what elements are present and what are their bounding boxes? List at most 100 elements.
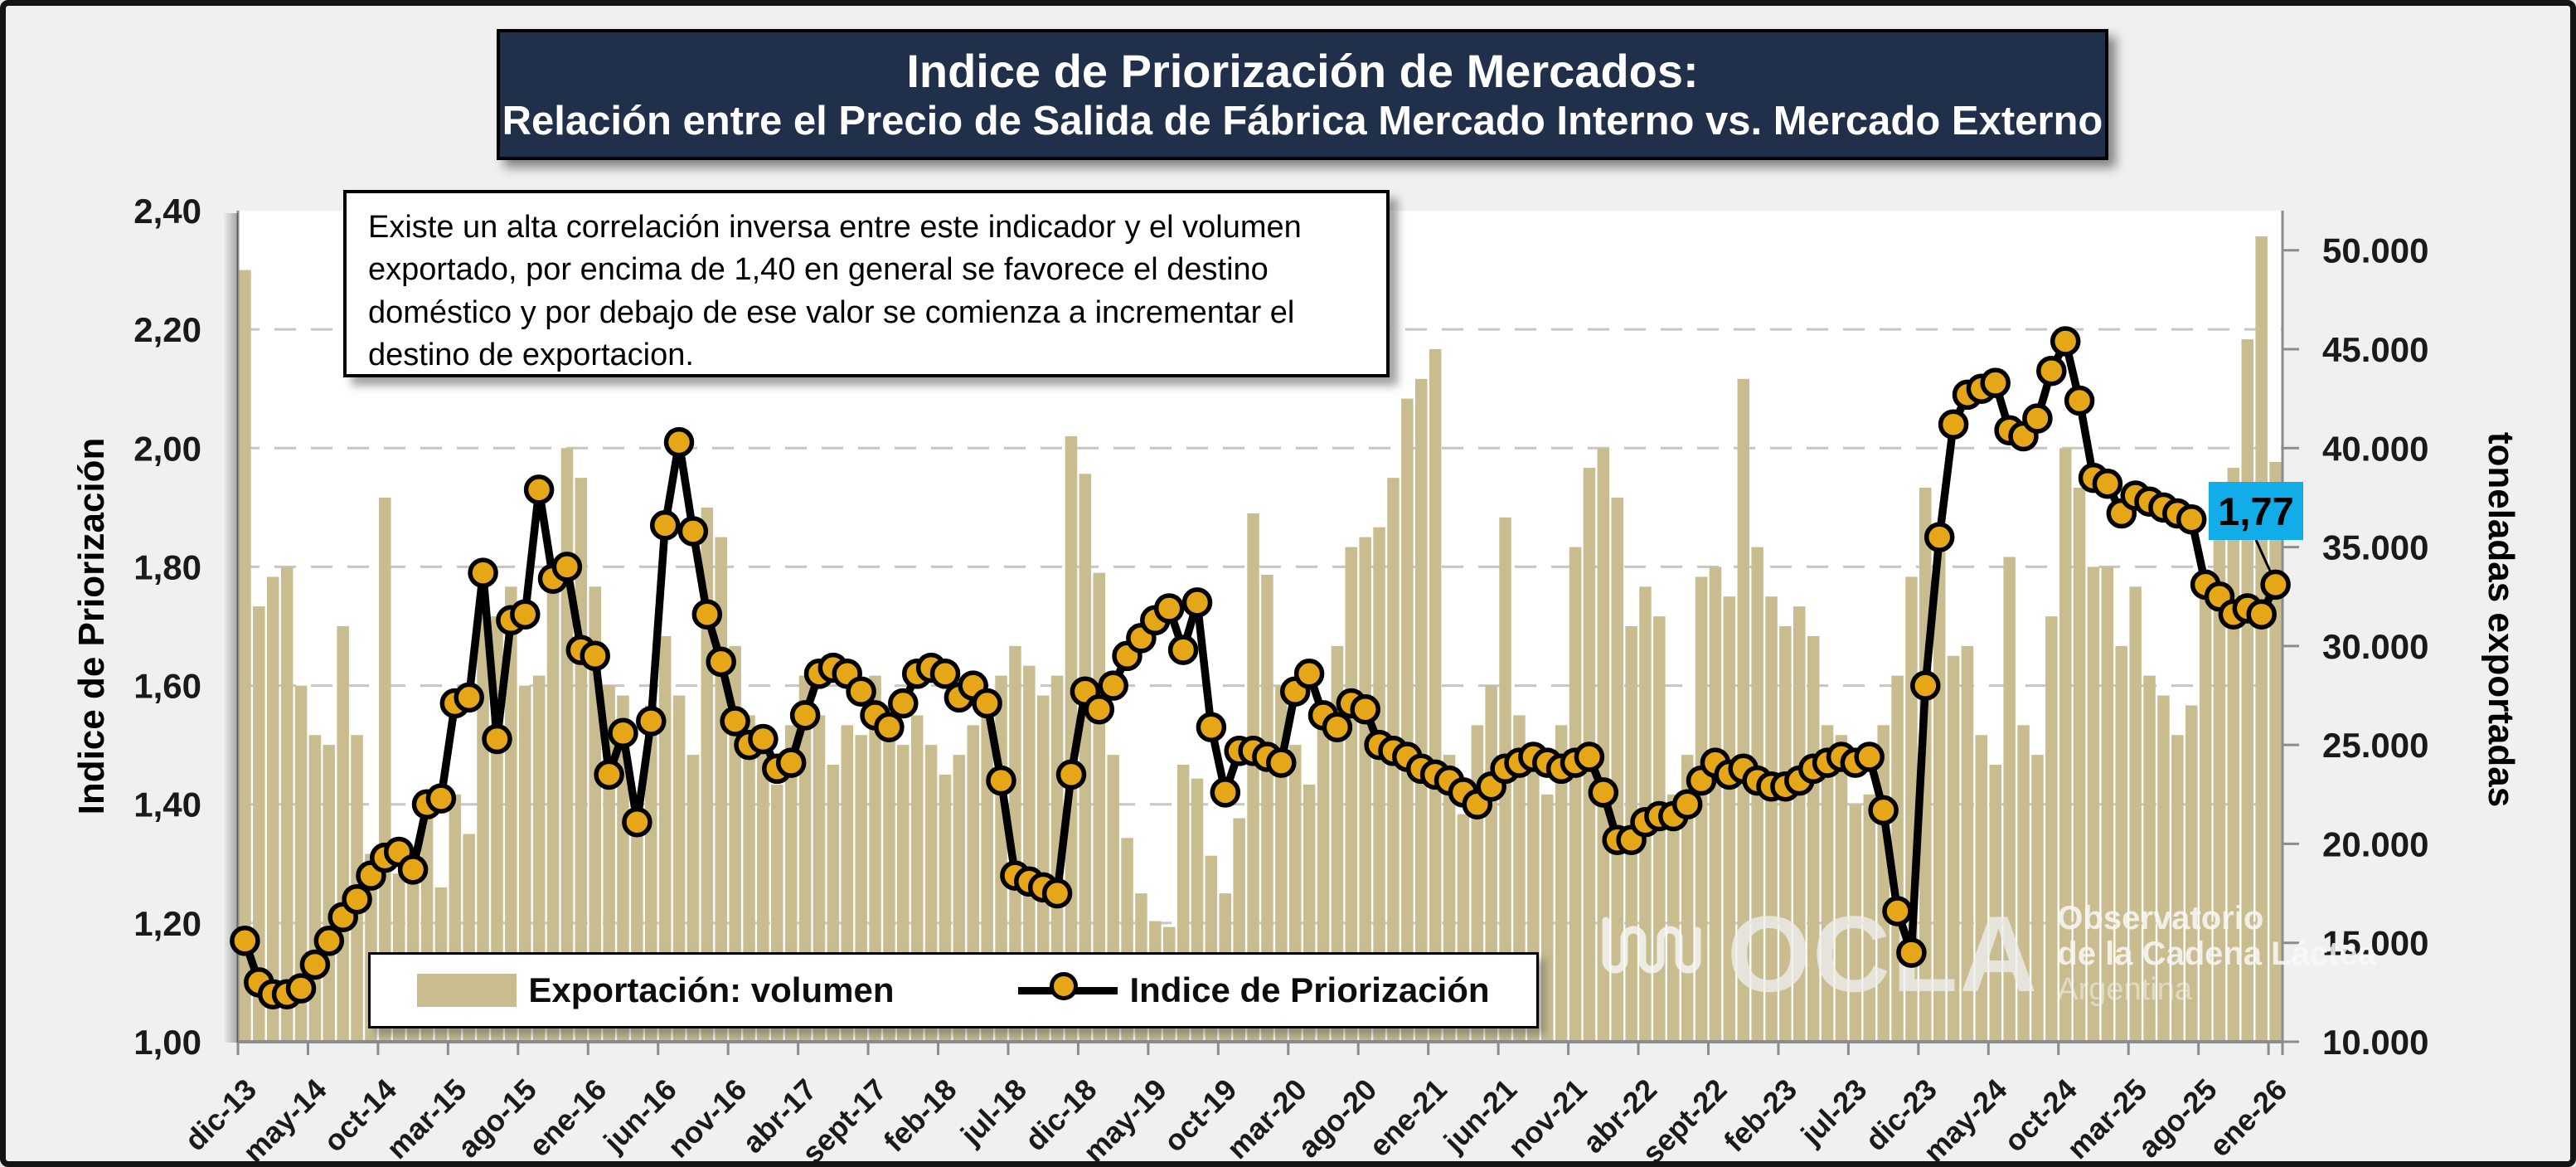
y-right-tick-label: 50.000 [2322,231,2428,270]
line-marker [608,717,638,749]
line-marker [622,806,652,838]
ocla-org-line-3: Argentina [2057,971,2192,1007]
legend-label-exportacion: Exportación: volumen [528,970,895,1009]
line-marker [888,688,919,719]
legend-box: Exportación: volumen Indice de Priorizac… [368,952,1539,1028]
bar [1555,725,1568,1042]
y-right-tick-label: 45.000 [2322,330,2428,369]
bar [1247,513,1259,1042]
line-marker [425,783,457,814]
bar [546,586,560,1042]
bar [1737,378,1749,1042]
y-left-axis-title: Indice de Priorización [71,438,112,815]
line-marker [1671,789,1703,819]
line-marker [342,883,372,915]
indice-line [240,337,2280,999]
ocla-wave-icon [1602,917,1701,974]
bar [239,270,251,1043]
bar [379,497,391,1042]
annotation-box: Existe un alta correlación inversa entre… [343,190,1390,377]
line-marker [454,682,484,713]
bar [1821,725,1834,1042]
bar [1429,349,1442,1042]
line-marker [1196,712,1227,742]
bar [2143,675,2156,1042]
bar [1415,378,1428,1042]
legend-label-indice: Indice de Priorización [1129,970,1490,1009]
line-marker [1938,409,1969,440]
line-marker [720,706,750,737]
bar [1569,547,1582,1042]
y-left-tick-label: 2,20 [133,310,201,349]
bar [1807,635,1820,1042]
line-marker [986,765,1016,796]
line-marker [2064,385,2095,416]
y-right-tick-label: 35.000 [2322,528,2428,567]
callout-value: 1,77 [2218,489,2294,533]
line-marker [1181,587,1213,618]
bar [1765,596,1778,1042]
ocla-org-line-1: Observatorio [2057,900,2264,937]
bar [1709,566,1722,1042]
line-marker [1322,712,1353,742]
bar [1023,665,1036,1042]
y-right-tick-label: 40.000 [2322,429,2428,468]
line-marker [649,510,681,541]
line-marker [2176,503,2207,535]
title-line-1: Indice de Priorización de Mercados: [906,44,1699,97]
line-markers [230,326,2291,1009]
bar [2045,616,2058,1042]
y-left-tick-label: 2,00 [133,429,201,468]
line-marker [1588,777,1619,808]
bar [2199,586,2212,1042]
line-marker [2092,468,2123,499]
bar [2087,566,2100,1042]
line-marker [1896,937,1927,968]
bar [1793,606,1806,1042]
plot-left-shadow [223,213,238,1043]
y-right-tick-label: 30.000 [2322,627,2428,666]
line-marker [1574,742,1605,772]
bar [1331,645,1344,1042]
line-marker [1153,593,1185,624]
line-marker [972,688,1002,719]
ocla-org-name: Observatorio de la Cadena Láctea Argenti… [2057,900,2376,1007]
bar [1849,804,1862,1042]
bar [2115,645,2127,1042]
bar [2059,448,2072,1042]
line-marker [1084,693,1115,725]
y-left-tick-label: 2,40 [133,192,201,231]
chart-line-layer [230,326,2291,1009]
line-marker [929,659,961,689]
bar [1541,794,1554,1042]
bar [505,586,517,1042]
line-marker [1924,522,1955,552]
bar [477,616,489,1042]
line-marker [594,759,624,790]
line-marker [285,973,317,1004]
line-marker [523,474,555,505]
bar [280,566,293,1042]
ocla-watermark: OCLA Observatorio de la Cadena Láctea Ar… [1599,900,2376,1008]
bar [1667,794,1680,1042]
bar [1863,794,1875,1042]
y-right-axis-title: toneladas exportadas [2481,432,2521,807]
line-marker [789,700,821,731]
bar [658,635,672,1042]
y-left-tick-label: 1,40 [133,785,201,824]
bar [267,576,279,1042]
line-marker [2022,403,2053,434]
line-marker [1055,759,1087,790]
line-marker [2036,355,2067,387]
legend-item-exportacion: Exportación: volumen [417,970,894,1010]
legend-line-marker-icon [1018,971,1118,1009]
bar [869,675,881,1042]
line-marker [1350,693,1380,725]
y-left-tick-label: 1,20 [133,904,201,943]
bar [1359,537,1371,1042]
callout-last-value: 1,77 [2209,482,2303,540]
y-left-tick-label: 1,00 [133,1023,201,1062]
bar [1611,497,1623,1042]
bar [2157,695,2170,1042]
